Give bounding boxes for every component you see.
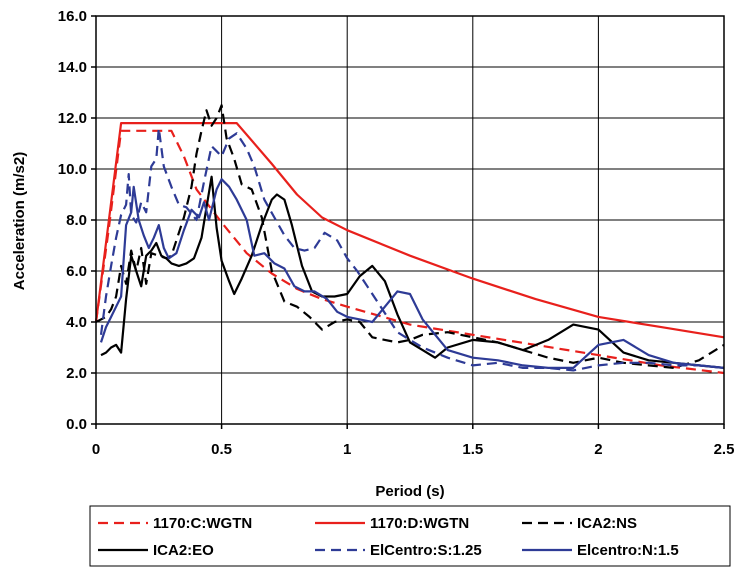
y-tick-label: 0.0 [66,416,87,433]
legend-box [89,505,731,567]
y-tick-label: 6.0 [66,263,87,280]
series-line-1170-d-wgtn [94,122,725,339]
grid [96,16,724,424]
x-tick-label: 2.5 [714,441,735,458]
y-tick-label: 8.0 [66,212,87,229]
legend-label: ElCentro:S:1.25 [370,542,482,559]
x-axis-ticks: 0 0.5 1 1.5 2 2.5 [92,424,735,458]
series-line-elcentro-n-1-5 [99,178,725,369]
y-tick-label: 12.0 [58,110,87,127]
legend-label: 1170:C:WGTN [153,515,252,532]
x-tick-label: 1 [343,441,351,458]
legend-label: Elcentro:N:1.5 [577,542,679,559]
x-tick-label: 0 [92,441,100,458]
series-line-ica2-ns [95,104,725,369]
y-axis-title: Acceleration (m/s2) [11,152,28,290]
y-tick-label: 16.0 [58,8,87,25]
x-tick-label: 0.5 [211,441,232,458]
series-line-ica2-eo [100,175,725,369]
x-tick-label: 2 [594,441,602,458]
y-tick-label: 4.0 [66,314,87,331]
series-lines [94,104,725,375]
legend-label: ICA2:EO [153,542,214,559]
x-axis-title: Period (s) [375,483,444,500]
y-axis-ticks: 0.0 2.0 4.0 6.0 8.0 10.0 12.0 14.0 16.0 [58,8,96,433]
legend-label: 1170:D:WGTN [370,515,469,532]
series-line-elcentro-s-1-25 [99,127,725,372]
y-tick-label: 14.0 [58,59,87,76]
y-tick-label: 2.0 [66,365,87,382]
y-tick-label: 10.0 [58,161,87,178]
legend: 1170:C:WGTN 1170:D:WGTN ICA2:NS ICA2:EO ElCe… [89,505,731,567]
x-tick-label: 1.5 [462,441,483,458]
series-line-1170-c-wgtn [94,129,725,375]
legend-label: ICA2:NS [577,515,637,532]
